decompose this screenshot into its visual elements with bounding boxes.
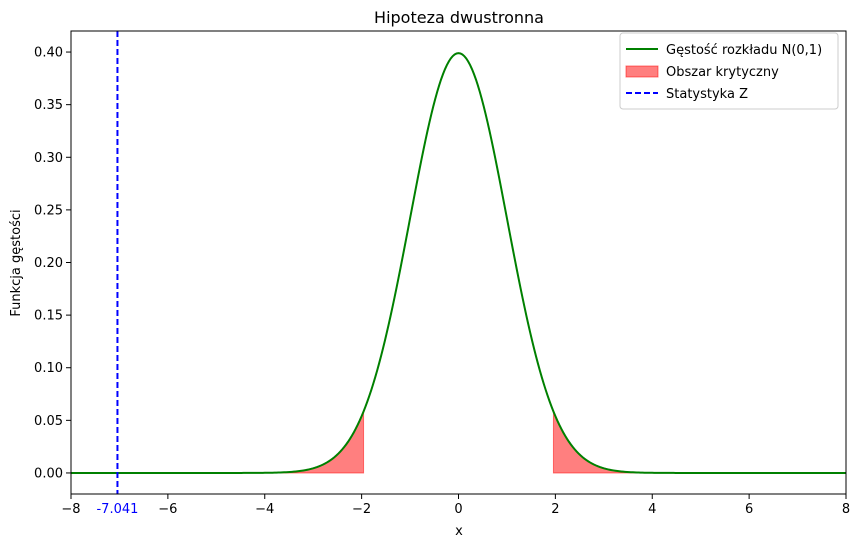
axis-ticks: −8 −6 −4 −2 0 2 4 6 8 0.00 0.05 0.10 0.15 0.20 0.25 0.3… [34, 46, 850, 517]
x-tick-label: −6 [158, 502, 177, 517]
y-tick-label: 0.20 [34, 256, 63, 271]
legend-label-zstat: Statystyka Z [666, 87, 748, 102]
x-tick-label: −4 [255, 502, 274, 517]
z-statistic-value-label: -7.041 [96, 502, 138, 517]
legend: Gęstość rozkładu N(0,1) Obszar krytyczny… [619, 32, 839, 110]
x-tick-label: −2 [352, 502, 371, 517]
y-tick-label: 0.05 [34, 414, 63, 429]
x-tick-label: 2 [551, 502, 559, 517]
chart-title: Hipoteza dwustronna [374, 8, 544, 27]
x-axis-label: x [455, 524, 463, 539]
y-tick-label: 0.10 [34, 361, 63, 376]
y-tick-label: 0.35 [34, 98, 63, 113]
x-tick-label: −8 [61, 502, 80, 517]
y-tick-label: 0.30 [34, 151, 63, 166]
plot-area [70, 30, 847, 495]
y-tick-label: 0.40 [34, 46, 63, 61]
legend-swatch-critical [625, 65, 659, 78]
x-tick-label: 4 [648, 502, 656, 517]
x-tick-label: 0 [454, 502, 462, 517]
legend-box [619, 32, 839, 110]
y-tick-label: 0.25 [34, 203, 63, 218]
density-curve [71, 52, 846, 474]
y-tick-label: 0.00 [34, 466, 63, 481]
x-tick-label: 6 [745, 502, 753, 517]
y-axis-label: Funkcja gęstości [9, 209, 24, 316]
legend-label-critical: Obszar krytyczny [666, 65, 779, 80]
x-tick-label: 8 [842, 502, 850, 517]
y-tick-label: 0.15 [34, 309, 63, 324]
legend-label-density: Gęstość rozkładu N(0,1) [666, 43, 822, 58]
